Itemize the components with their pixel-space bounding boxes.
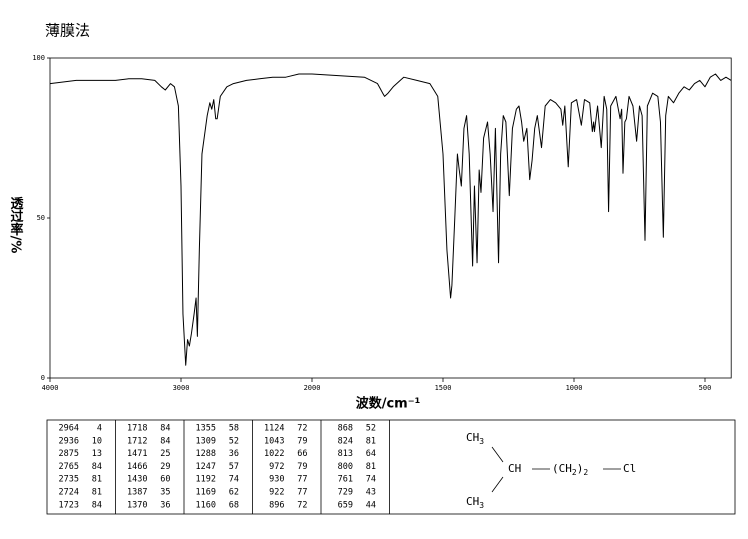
peak-transmittance: 36 (229, 449, 239, 459)
y-axis-label: 透过率/% (8, 197, 24, 254)
peak-wavenumber: 2724 (59, 488, 79, 498)
structure: CH3 CH (CH2)2 Cl CH3 (466, 431, 636, 510)
peak-transmittance: 36 (160, 500, 170, 510)
peak-transmittance: 84 (160, 424, 170, 434)
structure-label: (CH2)2 (552, 462, 588, 477)
peak-wavenumber: 1723 (59, 500, 79, 510)
peak-transmittance: 58 (229, 424, 239, 434)
peak-wavenumber: 1124 (264, 424, 284, 434)
peak-wavenumber: 729 (338, 488, 353, 498)
peak-wavenumber: 1160 (196, 500, 216, 510)
peak-transmittance: 52 (366, 424, 376, 434)
chart-title: 薄膜法 (45, 22, 90, 40)
peak-wavenumber: 1466 (127, 462, 147, 472)
peak-transmittance: 79 (297, 462, 307, 472)
peak-wavenumber: 1712 (127, 436, 147, 446)
peak-wavenumber: 2765 (59, 462, 79, 472)
peak-transmittance: 35 (160, 488, 170, 498)
peak-wavenumber: 824 (338, 436, 353, 446)
peak-transmittance: 77 (297, 475, 307, 485)
peak-transmittance: 77 (297, 488, 307, 498)
peak-wavenumber: 659 (338, 500, 353, 510)
peak-wavenumber: 1471 (127, 449, 147, 459)
peak-wavenumber: 896 (269, 500, 284, 510)
y-tick-label: 50 (37, 214, 45, 222)
peak-wavenumber: 2875 (59, 449, 79, 459)
peak-transmittance: 44 (366, 500, 376, 510)
peak-wavenumber: 1718 (127, 424, 147, 434)
peak-wavenumber: 1370 (127, 500, 147, 510)
peak-transmittance: 79 (297, 436, 307, 446)
structure-label: CH3 (466, 431, 484, 446)
peak-wavenumber: 972 (269, 462, 284, 472)
peak-transmittance: 72 (297, 500, 307, 510)
peak-transmittance: 74 (229, 475, 239, 485)
peak-wavenumber: 1430 (127, 475, 147, 485)
peak-transmittance: 74 (366, 475, 376, 485)
peak-transmittance: 81 (366, 462, 376, 472)
peak-transmittance: 29 (160, 462, 170, 472)
structure-label: CH3 (466, 495, 484, 510)
x-tick-label: 500 (699, 384, 712, 392)
plot-frame (49, 57, 732, 379)
peak-transmittance: 4 (97, 424, 102, 434)
peak-transmittance: 64 (366, 449, 376, 459)
peak-wavenumber: 1192 (196, 475, 216, 485)
peak-wavenumber: 2964 (59, 424, 79, 434)
peak-transmittance: 52 (229, 436, 239, 446)
peak-transmittance: 13 (92, 449, 102, 459)
table-frame (46, 419, 736, 515)
structure-label: CH (508, 462, 521, 475)
spectrum-line (49, 73, 732, 366)
peak-wavenumber: 868 (338, 424, 353, 434)
y-tick-label: 100 (32, 54, 45, 62)
peak-wavenumber: 800 (338, 462, 353, 472)
peak-wavenumber: 930 (269, 475, 284, 485)
peak-wavenumber: 1022 (264, 449, 284, 459)
peak-transmittance: 43 (366, 488, 376, 498)
peak-transmittance: 84 (92, 500, 102, 510)
x-axis-label: 波数/cm⁻¹ (356, 396, 421, 412)
peak-transmittance: 66 (297, 449, 307, 459)
peak-transmittance: 68 (229, 500, 239, 510)
peak-wavenumber: 1247 (196, 462, 216, 472)
peak-transmittance: 57 (229, 462, 239, 472)
x-tick-label: 2000 (304, 384, 321, 392)
peak-transmittance: 84 (92, 462, 102, 472)
peak-wavenumber: 2735 (59, 475, 79, 485)
x-tick-label: 4000 (42, 384, 59, 392)
structure-label: Cl (623, 462, 636, 475)
peak-wavenumber: 1387 (127, 488, 147, 498)
peak-transmittance: 25 (160, 449, 170, 459)
peak-wavenumber: 1355 (196, 424, 216, 434)
peak-wavenumber: 1309 (196, 436, 216, 446)
x-tick-label: 1500 (435, 384, 452, 392)
peak-wavenumber: 1043 (264, 436, 284, 446)
peak-transmittance: 84 (160, 436, 170, 446)
peak-transmittance: 72 (297, 424, 307, 434)
x-tick-label: 1000 (566, 384, 583, 392)
x-tick-label: 3000 (173, 384, 190, 392)
peak-wavenumber: 922 (269, 488, 284, 498)
peak-transmittance: 60 (160, 475, 170, 485)
peak-transmittance: 10 (92, 436, 102, 446)
peak-wavenumber: 813 (338, 449, 353, 459)
peak-wavenumber: 1169 (196, 488, 216, 498)
peak-transmittance: 81 (366, 436, 376, 446)
peak-wavenumber: 2936 (59, 436, 79, 446)
peak-wavenumber: 1288 (196, 449, 216, 459)
peak-transmittance: 81 (92, 475, 102, 485)
peak-wavenumber: 761 (338, 475, 353, 485)
y-tick-label: 0 (41, 374, 45, 382)
peak-transmittance: 81 (92, 488, 102, 498)
peak-transmittance: 62 (229, 488, 239, 498)
